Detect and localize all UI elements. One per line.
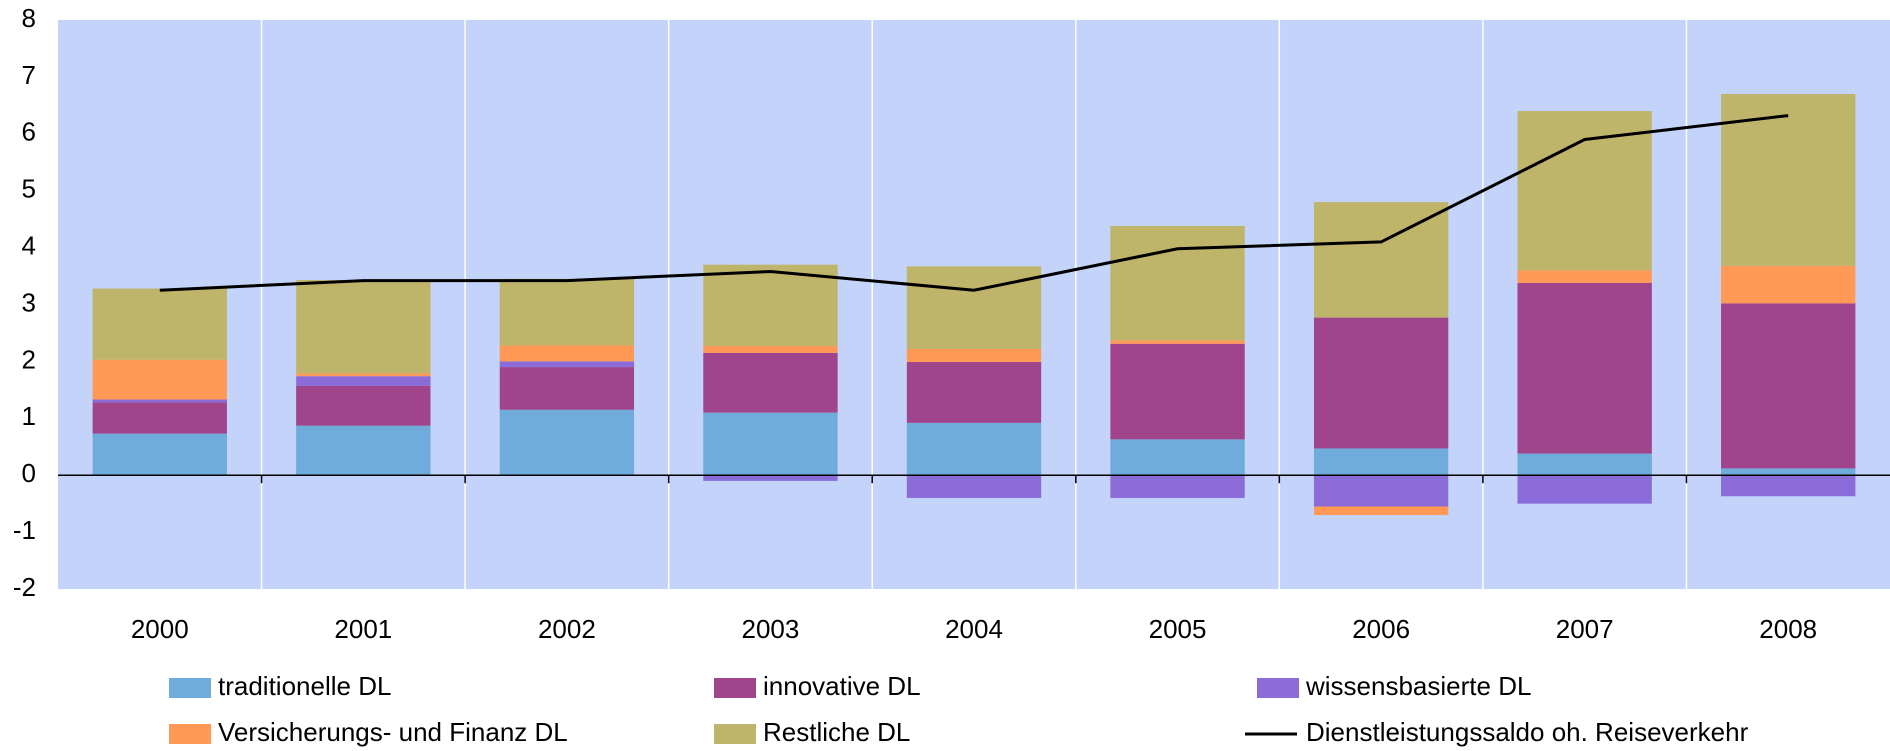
bar-segment [296,376,431,386]
bar-segment [499,361,635,368]
legend-label: Versicherungs- und Finanz DL [218,717,568,747]
y-tick-label: 1 [22,401,36,431]
bar-segment [1313,202,1449,318]
bar-segment [1313,475,1449,507]
bar-segment [906,348,1042,362]
y-tick-label: 4 [22,230,36,260]
bar-segment [906,422,1042,476]
line [159,114,1789,292]
bar-segment [1313,448,1449,476]
legend-swatch [169,724,211,744]
bar-segment [1721,475,1856,497]
y-tick-label: 7 [22,60,36,90]
bar-segment [1517,475,1652,504]
bar-segment [1721,303,1856,469]
bar-segment [296,373,431,377]
bar-segment [296,425,431,476]
legend-label: Dienstleistungssaldo oh. Reiseverkehr [1306,717,1749,747]
y-tick-label: -1 [13,515,36,545]
legend-label: innovative DL [763,671,921,701]
x-tick-label: 2005 [1149,614,1207,644]
bar-segment [92,399,227,403]
x-tick-label: 2007 [1556,614,1614,644]
bar-segment [92,288,227,360]
bar-segment [92,402,227,434]
x-tick-label: 2001 [334,614,392,644]
y-tick-label: 2 [22,344,36,374]
y-tick-label: 6 [22,117,36,147]
bar-segment [1721,468,1856,476]
bar-segment [499,278,635,346]
x-tick-label: 2008 [1759,614,1817,644]
bar-segment [703,346,838,353]
bar-segment [1110,475,1245,498]
bar-segment [92,359,227,400]
bar-segment [703,412,838,476]
legend-swatch [714,724,756,744]
y-tick-label: 5 [22,174,36,204]
x-tick-label: 2006 [1352,614,1410,644]
bar-segment [1313,317,1449,449]
bar-segment [1110,439,1245,476]
bar-segment [906,475,1042,498]
legend-swatch [714,678,756,698]
bar-segment [296,385,431,426]
x-tick-label: 2004 [945,614,1003,644]
y-tick-label: 0 [22,458,36,488]
bar-segment [1517,111,1652,271]
bar-segment [906,361,1042,423]
y-tick-label: 3 [22,287,36,317]
y-tick-label: -2 [13,572,36,602]
bar-segment [1110,343,1245,440]
bar-segment [1517,270,1652,283]
bar-segment [296,280,431,374]
legend-swatch [1257,678,1299,698]
bar-segment [703,352,838,413]
bar-segment [703,264,838,347]
legend-label: Restliche DL [763,717,910,747]
legend-label: wissensbasierte DL [1305,671,1531,701]
bar-segment [499,367,635,410]
bar-segment [1517,282,1652,454]
bar-segment [499,345,635,362]
y-tick-label: 8 [22,3,36,33]
x-tick-label: 2003 [742,614,800,644]
bar-segment [92,433,227,476]
bar-segment [499,409,635,476]
bar-segment [1110,340,1245,344]
bar-segment [1313,506,1449,516]
bar-segment [703,475,838,481]
legend-label: traditionelle DL [218,671,391,701]
bar-segment [1721,93,1856,266]
bar-segment [1517,453,1652,476]
bar-segment [1110,225,1245,341]
bar-segment [906,266,1042,349]
legend-swatch [169,678,211,698]
bar-segment [1721,265,1856,304]
x-tick-label: 2002 [538,614,596,644]
x-tick-label: 2000 [131,614,189,644]
